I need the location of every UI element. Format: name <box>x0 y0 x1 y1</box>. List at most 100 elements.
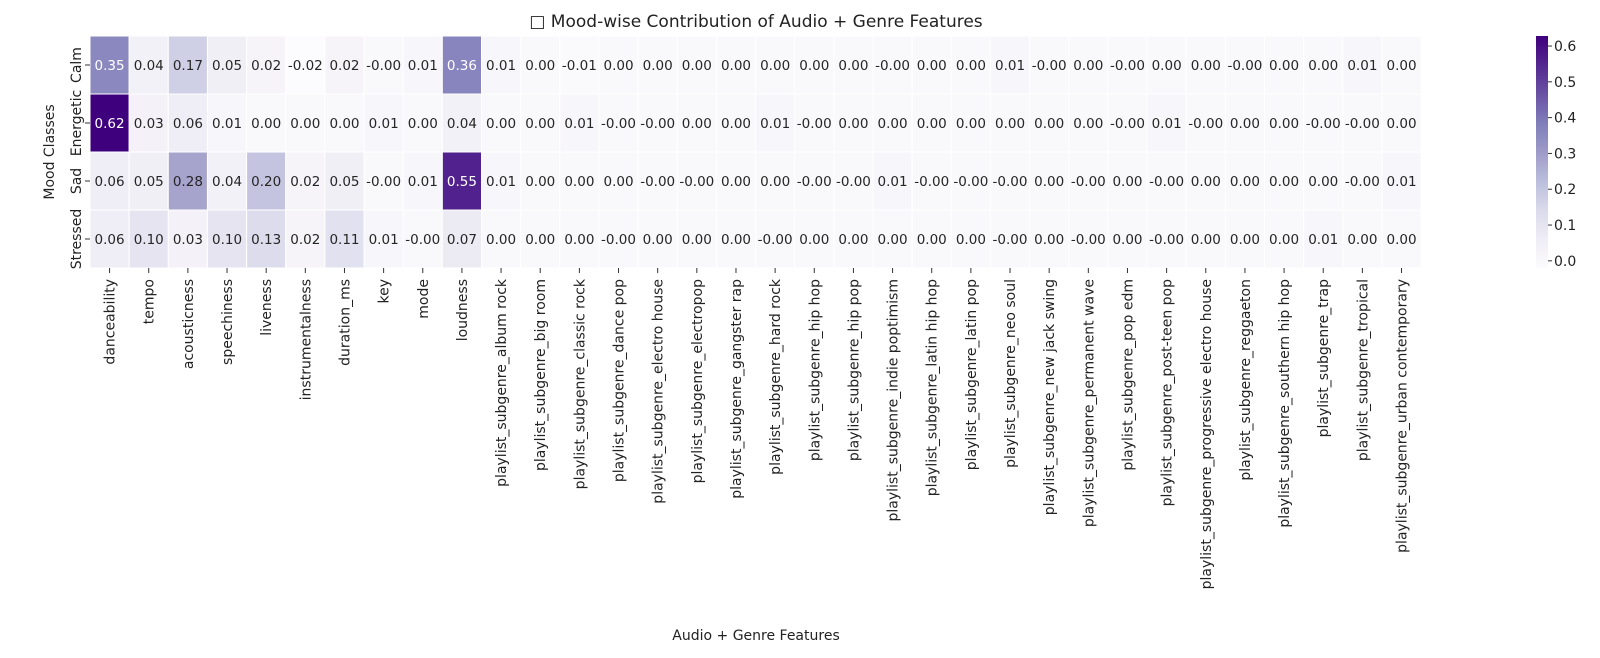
heatmap-cell <box>833 151 874 211</box>
cell-value-label: 0.00 <box>1152 58 1182 74</box>
cell-value-label: -0.00 <box>836 174 871 190</box>
heatmap-cell <box>872 35 913 95</box>
y-tick-label: Calm <box>69 47 85 83</box>
heatmap-cell <box>481 209 522 269</box>
y-tick-labels: Calm Energetic Sad Stressed <box>69 47 90 269</box>
cell-value-label: 0.01 <box>995 58 1025 74</box>
heatmap-cell <box>1146 35 1187 95</box>
heatmap-cell <box>1381 93 1422 153</box>
cell-value-label: 0.00 <box>408 116 438 132</box>
heatmap-cell <box>167 93 208 153</box>
cell-value-label: 0.00 <box>682 58 712 74</box>
cell-value-label: 0.01 <box>486 58 516 74</box>
cell-value-label: -0.00 <box>1071 174 1106 190</box>
cell-value-label: 0.00 <box>643 232 673 248</box>
cell-value-label: -0.00 <box>1227 58 1262 74</box>
cell-value-label: 0.01 <box>369 116 399 132</box>
heatmap-cell <box>363 151 404 211</box>
cell-value-label: -0.00 <box>993 232 1028 248</box>
y-tick-label: Stressed <box>69 209 85 270</box>
cell-value-label: -0.00 <box>1110 116 1145 132</box>
cell-value-label: -0.00 <box>953 174 988 190</box>
heatmap-cell <box>1107 35 1148 95</box>
cell-value-label: 0.04 <box>134 58 164 74</box>
cell-value-label: 0.10 <box>134 232 164 248</box>
cell-value-label: -0.00 <box>875 58 910 74</box>
cell-value-label: 0.00 <box>1269 174 1299 190</box>
x-tick-label: playlist_subgenre_neo soul <box>1003 279 1019 468</box>
cell-value-label: -0.02 <box>288 58 323 74</box>
heatmap-cell <box>715 35 757 95</box>
x-tick-label: playlist_subgenre_post-teen pop <box>1160 279 1176 506</box>
cell-value-label: 0.00 <box>486 116 516 132</box>
cell-value-label: 0.01 <box>212 116 242 132</box>
cell-value-label: 0.02 <box>329 58 359 74</box>
cell-value-label: 0.00 <box>721 174 751 190</box>
cell-value-label: 0.00 <box>799 58 829 74</box>
cell-value-label: 0.00 <box>1347 232 1377 248</box>
cell-value-label: 0.62 <box>95 116 125 132</box>
cell-value-label: 0.01 <box>760 116 790 132</box>
heatmap-cell <box>598 209 639 269</box>
x-tick-label: playlist_subgenre_latin pop <box>964 279 980 470</box>
heatmap-cell <box>520 35 561 95</box>
cell-value-label: 0.00 <box>956 58 986 74</box>
heatmap-cell <box>246 93 287 153</box>
x-tick-label: playlist_subgenre_indie poptimism <box>886 279 902 521</box>
heatmap-cell <box>441 151 483 211</box>
x-tick-labels: danceability tempo acousticness speechiness… <box>103 268 1411 589</box>
cell-value-label: -0.01 <box>562 58 597 74</box>
cell-value-label: 0.05 <box>329 174 359 190</box>
cell-value-label: 0.01 <box>486 174 516 190</box>
heatmap-cell <box>520 93 561 153</box>
cell-value-label: 0.00 <box>956 116 986 132</box>
cell-value-label: 0.01 <box>1386 174 1416 190</box>
heatmap-cell <box>1381 151 1422 211</box>
x-tick-label: loudness <box>455 279 471 341</box>
heatmap-cell <box>755 35 796 95</box>
cell-value-label: 0.28 <box>173 174 203 190</box>
cell-value-label: -0.00 <box>1149 174 1184 190</box>
heatmap-cell <box>833 35 874 95</box>
cell-value-label: 0.00 <box>564 232 594 248</box>
x-tick-label: playlist_subgenre_hip pop <box>846 279 862 461</box>
cell-value-label: 0.01 <box>1347 58 1377 74</box>
heatmap-cell <box>950 151 991 211</box>
cell-value-label: -0.00 <box>601 116 636 132</box>
heatmap-cell <box>128 151 169 211</box>
cell-value-label: 0.00 <box>917 232 947 248</box>
cell-value-label: 0.00 <box>878 116 908 132</box>
x-tick-label: liveness <box>259 279 275 336</box>
cell-value-label: 0.03 <box>173 232 203 248</box>
cell-value-label: 0.01 <box>1152 116 1182 132</box>
cell-value-label: 0.00 <box>956 232 986 248</box>
cell-value-label: 0.01 <box>408 58 438 74</box>
cell-value-label: 0.00 <box>917 58 947 74</box>
cell-value-label: 0.00 <box>1034 232 1064 248</box>
y-axis-label: Mood Classes <box>42 104 58 199</box>
x-tick-label: playlist_subgenre_big room <box>533 279 549 471</box>
x-tick-label: playlist_subgenre_gangster rap <box>729 279 745 499</box>
cell-value-label: -0.00 <box>405 232 440 248</box>
cell-value-label: 0.00 <box>1112 174 1142 190</box>
cell-value-label: 0.00 <box>1230 116 1260 132</box>
x-tick-label: playlist_subgenre_urban contemporary <box>1395 279 1411 553</box>
heatmap-cell <box>1224 209 1265 269</box>
cell-value-label: 0.00 <box>1230 232 1260 248</box>
cell-value-label: 0.00 <box>721 58 751 74</box>
cell-value-label: -0.00 <box>993 174 1028 190</box>
cell-value-label: -0.00 <box>1149 232 1184 248</box>
cell-value-label: 0.00 <box>995 116 1025 132</box>
chart-title: □ Mood-wise Contribution of Audio + Genr… <box>529 12 982 32</box>
heatmap-cell <box>911 35 952 95</box>
cell-value-label: 0.06 <box>95 174 125 190</box>
heatmap-cell <box>559 151 600 211</box>
heatmap-cell <box>911 93 952 153</box>
cell-value-label: 0.00 <box>917 116 947 132</box>
heatmap-cell <box>676 151 717 211</box>
heatmap-cell <box>441 209 483 269</box>
heatmap-cell <box>872 151 913 211</box>
cell-value-label: 0.02 <box>251 58 281 74</box>
cell-value-label: 0.36 <box>447 58 477 74</box>
cell-value-label: 0.00 <box>1386 116 1416 132</box>
